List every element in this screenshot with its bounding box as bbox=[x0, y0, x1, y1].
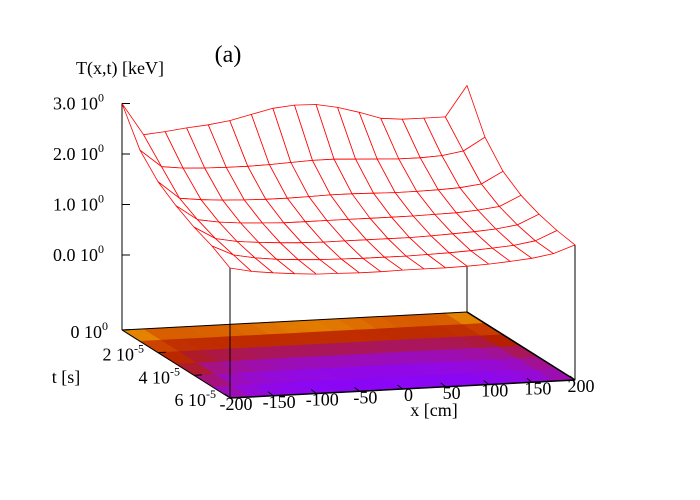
chart-title: (a) bbox=[215, 42, 242, 68]
x-tick bbox=[354, 386, 360, 392]
z-tick-label-exp: 0 bbox=[98, 242, 104, 256]
x-tick bbox=[440, 382, 446, 388]
surface-cell bbox=[535, 230, 576, 255]
surface bbox=[121, 85, 576, 275]
x-tick-label: 150 bbox=[524, 378, 551, 398]
x-tick-label: 200 bbox=[568, 376, 595, 396]
box-edge bbox=[121, 329, 231, 399]
x-tick-label: 100 bbox=[481, 381, 508, 401]
y-tick-label: 0 100 bbox=[71, 319, 109, 342]
x-tick-label: -50 bbox=[353, 387, 377, 407]
y-tick-label: 2 10-5 bbox=[103, 342, 145, 365]
y-tick-label-text: 4 10 bbox=[139, 367, 171, 387]
box-edge bbox=[121, 311, 468, 331]
y-tick-label-exp: -5 bbox=[170, 364, 180, 378]
y-tick-label: 6 10-5 bbox=[175, 387, 217, 410]
z-tick-label-text: 2.0 10 bbox=[53, 144, 98, 164]
x-axis-label: x [cm] bbox=[410, 400, 457, 420]
z-tick-label: 2.0 100 bbox=[53, 141, 104, 164]
z-axis-label: T(x,t) [keV] bbox=[76, 58, 164, 79]
z-tick-label-exp: 0 bbox=[98, 91, 104, 105]
t-axis-label: t [s] bbox=[52, 367, 81, 387]
x-tick bbox=[267, 391, 274, 397]
y-tick-label-exp: 0 bbox=[102, 319, 108, 333]
x-tick-label: 0 bbox=[404, 385, 413, 405]
y-tick-label: 4 10-5 bbox=[139, 364, 181, 387]
x-tick bbox=[526, 377, 533, 383]
z-tick-label: 1.0 100 bbox=[53, 192, 104, 215]
x-tick bbox=[310, 389, 317, 394]
z-tick-label: 0.0 100 bbox=[53, 242, 104, 265]
x-tick-label: -150 bbox=[263, 392, 296, 412]
x-tick-label: 50 bbox=[443, 383, 461, 403]
x-tick-label: -200 bbox=[220, 394, 253, 414]
x-tick bbox=[483, 380, 490, 385]
y-tick-label-exp: -5 bbox=[134, 342, 144, 356]
x-tick bbox=[397, 384, 403, 390]
z-tick-label-text: 1.0 10 bbox=[53, 195, 98, 215]
y-tick-label-text: 6 10 bbox=[175, 390, 207, 410]
box-edge bbox=[466, 311, 576, 381]
z-tick-label-text: 3.0 10 bbox=[53, 94, 98, 114]
z-tick-label-exp: 0 bbox=[98, 141, 104, 155]
z-tick-label: 3.0 100 bbox=[53, 91, 104, 114]
x-tick bbox=[569, 375, 576, 381]
y-tick-label-exp: -5 bbox=[206, 387, 216, 401]
y-tick-label-text: 0 10 bbox=[71, 322, 103, 342]
x-tick bbox=[224, 393, 231, 399]
z-tick-label-text: 0.0 10 bbox=[53, 245, 98, 265]
z-tick-label-exp: 0 bbox=[98, 192, 104, 206]
x-tick-label: -100 bbox=[306, 390, 339, 410]
base-map bbox=[121, 311, 576, 399]
y-tick-label-text: 2 10 bbox=[103, 345, 135, 365]
